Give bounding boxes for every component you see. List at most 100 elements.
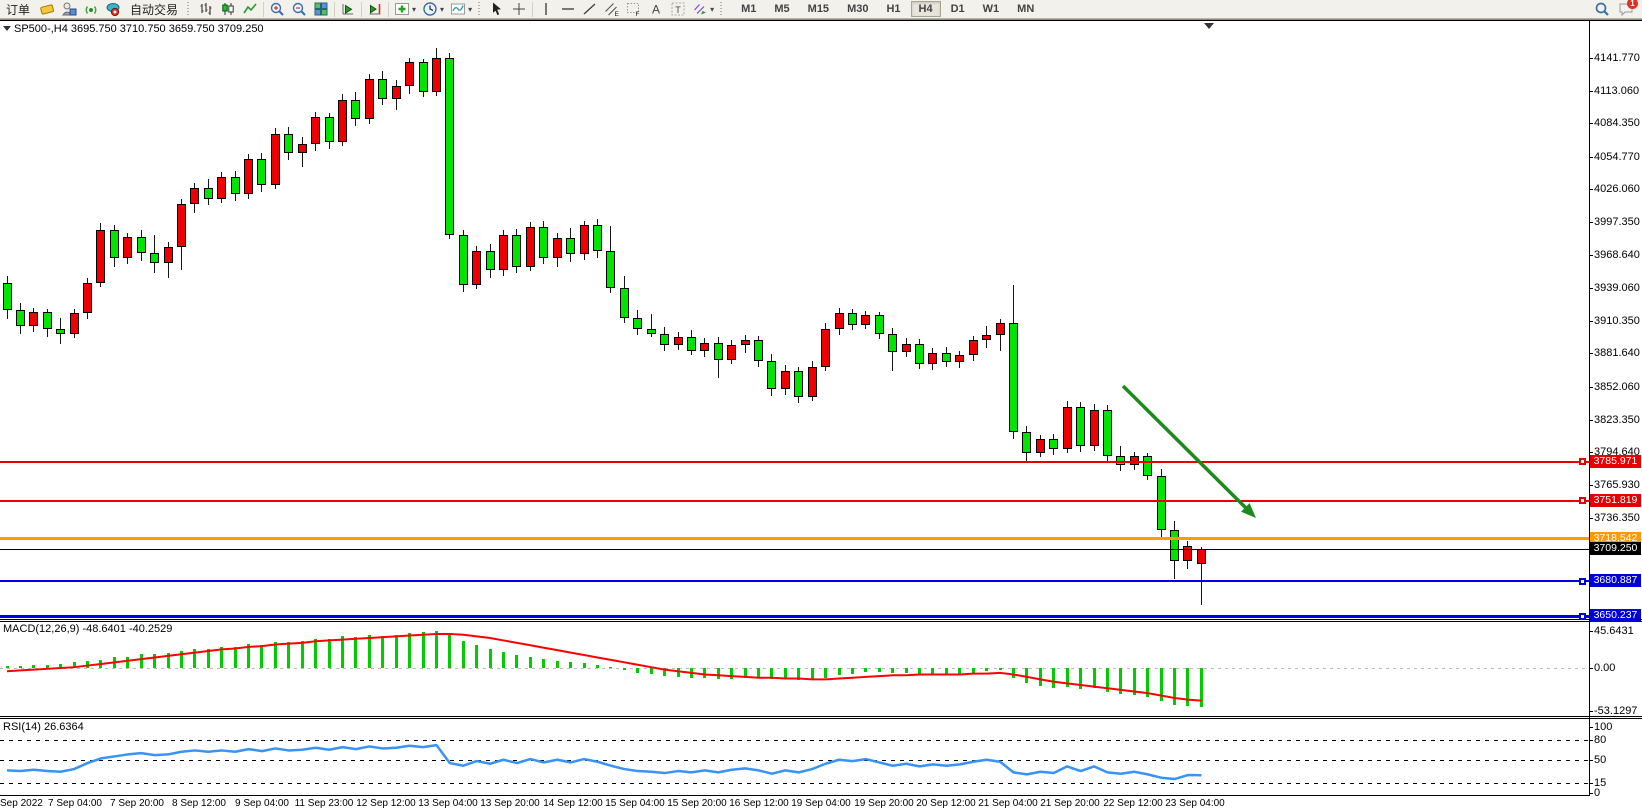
candle [270, 133, 280, 185]
timeframe-m1[interactable]: M1 [741, 3, 757, 15]
zoom-out-icon[interactable] [289, 1, 309, 18]
hline-3709.250 [0, 548, 1589, 550]
hline-icon[interactable] [558, 1, 578, 18]
text-a-icon: A [648, 1, 664, 17]
candle [1156, 475, 1166, 531]
rsi-panel-separator[interactable] [0, 716, 1642, 719]
shapes-icon[interactable]: ▾ [690, 1, 716, 18]
chart-shift-icon [367, 1, 383, 17]
timeframe-m15[interactable]: M15 [807, 3, 830, 15]
trendline-icon [582, 1, 598, 17]
macd-histogram-bar [126, 656, 130, 668]
candle [472, 250, 482, 285]
macd-tick-dash [1589, 668, 1593, 669]
candle [579, 224, 589, 255]
chart-line-icon [242, 1, 258, 17]
notifications-icon-button[interactable]: 1 [1618, 0, 1638, 17]
hline-handle[interactable] [1579, 497, 1586, 505]
autotrade-icon[interactable] [103, 1, 123, 18]
chevron-down-icon[interactable]: ▾ [412, 4, 417, 14]
candle [418, 62, 428, 92]
candle [888, 333, 898, 352]
signal-icon[interactable] [81, 1, 101, 18]
crosshair-icon[interactable] [509, 1, 529, 18]
macd-histogram-bar [354, 637, 358, 668]
chart-shift-marker-icon[interactable] [1204, 23, 1214, 29]
periods-icon[interactable]: ▾ [420, 1, 446, 18]
autoscroll-icon[interactable] [338, 1, 358, 18]
candle [378, 79, 388, 99]
chevron-down-icon[interactable]: ▾ [440, 4, 445, 14]
macd-histogram-bar [341, 636, 344, 668]
autotrade-button[interactable]: 自动交易 [125, 1, 183, 18]
chart-bars-icon[interactable] [196, 1, 216, 18]
chart-shift-icon[interactable] [365, 1, 385, 18]
time-label: 21 Sep 20:00 [1040, 798, 1100, 809]
timeframe-d1[interactable]: D1 [950, 3, 965, 15]
hline-handle[interactable] [1579, 458, 1586, 466]
hline-handle[interactable] [1579, 612, 1586, 620]
price-tick-dash [1589, 518, 1593, 520]
profile-icon[interactable] [59, 1, 79, 18]
profile-icon [61, 1, 77, 17]
candle [539, 226, 549, 258]
macd-histogram-bar [448, 634, 452, 668]
templates-icon[interactable]: ▾ [448, 1, 474, 18]
timeframe-m5[interactable]: M5 [774, 3, 790, 15]
timeframe-w1[interactable]: W1 [982, 3, 1000, 15]
toolbar-divider [334, 1, 336, 17]
tile-windows-icon[interactable] [311, 1, 331, 18]
timeframe-h4[interactable]: H4 [910, 1, 941, 17]
new-order-icon[interactable] [37, 1, 57, 18]
price-tick-dash [1589, 58, 1593, 59]
price-tick-label: 3997.350 [1594, 215, 1640, 228]
chart-candles-icon[interactable] [218, 1, 238, 18]
candle [1049, 439, 1059, 450]
cursor-icon[interactable] [487, 1, 507, 18]
time-label: 8 Sep 12:00 [172, 798, 226, 809]
new-order-button[interactable]: 订单 [1, 1, 35, 18]
timeframe-h1[interactable]: H1 [886, 3, 901, 15]
hline-handle[interactable] [1579, 577, 1586, 585]
search-icon-button[interactable] [1594, 1, 1610, 17]
candle [431, 57, 441, 92]
symbol-dropdown-icon[interactable] [3, 26, 11, 31]
candle [686, 337, 696, 351]
candle [834, 313, 844, 330]
rsi-level-line [0, 759, 1589, 761]
macd-histogram-bar [730, 668, 734, 679]
macd-tick-label: -53.1297 [1594, 705, 1638, 718]
trendline-icon[interactable] [580, 1, 600, 18]
channel-icon[interactable]: E [602, 1, 622, 18]
rsi-tick-label: 15 [1594, 777, 1607, 790]
price-tick-label: 3939.060 [1594, 282, 1640, 295]
candle [700, 342, 710, 351]
macd-histogram-bar [32, 664, 36, 668]
timeframe-mn[interactable]: MN [1017, 3, 1035, 15]
timeframe-m30[interactable]: M30 [847, 3, 869, 15]
new-order-button-label: 订单 [6, 2, 31, 17]
time-label: 16 Sep 12:00 [729, 798, 789, 809]
text-t-icon[interactable]: T [668, 1, 688, 18]
add-indicator-icon[interactable]: ▾ [392, 1, 418, 18]
templates-icon [450, 1, 466, 17]
time-label: 7 Sep 20:00 [110, 798, 164, 809]
svg-text:A: A [652, 3, 660, 17]
macd-panel-separator[interactable] [0, 619, 1642, 622]
timeframe-group: M1 M5 M15 M30 H1 H4 D1 W1 MN [732, 1, 1043, 17]
price-tick-label: 3881.640 [1594, 347, 1640, 360]
text-a-icon[interactable]: A [646, 1, 666, 18]
price-tick-dash [1589, 254, 1593, 256]
price-tick-label: 4113.060 [1594, 84, 1640, 97]
chart-line-icon[interactable] [240, 1, 260, 18]
chevron-down-icon[interactable]: ▾ [468, 4, 473, 14]
zoom-in-icon[interactable] [267, 1, 287, 18]
macd-signal-line [6, 632, 1202, 702]
price-tick-dash [1589, 189, 1593, 191]
price-tick-dash [1589, 123, 1593, 125]
vline-icon[interactable] [536, 1, 556, 18]
rsi-title: RSI(14) 26.6364 [3, 721, 84, 733]
chevron-down-icon[interactable]: ▾ [710, 4, 715, 14]
fibo-icon[interactable]: F [624, 1, 644, 18]
price-tick-label: 3823.350 [1594, 413, 1640, 426]
